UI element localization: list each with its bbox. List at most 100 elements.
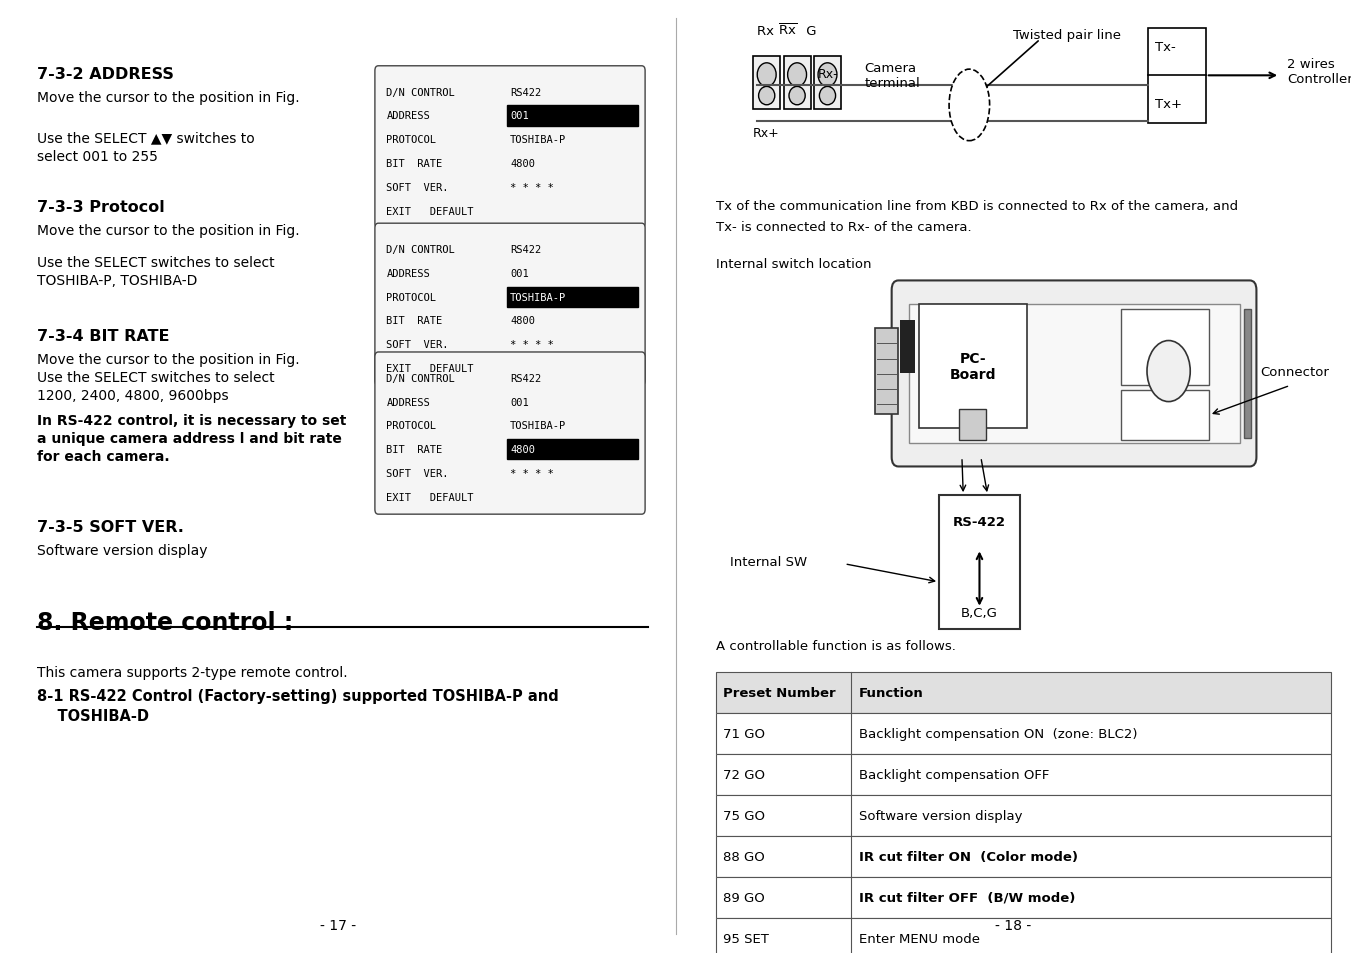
Text: Move the cursor to the position in Fig.: Move the cursor to the position in Fig. xyxy=(38,224,300,238)
Text: Connector: Connector xyxy=(1259,365,1328,378)
Bar xyxy=(716,795,1331,836)
FancyBboxPatch shape xyxy=(376,67,646,229)
FancyBboxPatch shape xyxy=(376,224,646,386)
FancyBboxPatch shape xyxy=(376,353,646,515)
Text: D/N CONTROL: D/N CONTROL xyxy=(386,245,455,254)
Text: B,C,G: B,C,G xyxy=(961,606,998,619)
Text: 7-3-4 BIT RATE: 7-3-4 BIT RATE xyxy=(38,329,170,344)
Ellipse shape xyxy=(757,64,775,88)
Text: BIT  RATE: BIT RATE xyxy=(386,445,443,455)
Text: TOSHIBA-P, TOSHIBA-D: TOSHIBA-P, TOSHIBA-D xyxy=(38,274,197,288)
Bar xyxy=(919,305,1027,429)
Text: 7-3-5 SOFT VER.: 7-3-5 SOFT VER. xyxy=(38,519,184,535)
Text: 001: 001 xyxy=(511,112,528,121)
Text: Tx of the communication line from KBD is connected to Rx of the camera, and: Tx of the communication line from KBD is… xyxy=(716,200,1238,213)
Text: a unique camera address l and bit rate: a unique camera address l and bit rate xyxy=(38,432,342,446)
Bar xyxy=(716,836,1331,877)
Text: * * * *: * * * * xyxy=(511,340,554,350)
Text: 75 GO: 75 GO xyxy=(723,809,765,821)
Text: PROTOCOL: PROTOCOL xyxy=(386,421,436,431)
Circle shape xyxy=(1147,341,1190,402)
Text: D/N CONTROL: D/N CONTROL xyxy=(386,88,455,97)
Text: RS-422: RS-422 xyxy=(952,516,1006,529)
Text: BIT  RATE: BIT RATE xyxy=(386,316,443,326)
Bar xyxy=(716,918,1331,953)
Bar xyxy=(716,877,1331,918)
Text: for each camera.: for each camera. xyxy=(38,450,170,464)
Bar xyxy=(875,329,898,415)
Text: Tx- is connected to Rx- of the camera.: Tx- is connected to Rx- of the camera. xyxy=(716,221,971,234)
FancyBboxPatch shape xyxy=(892,281,1256,467)
Text: BIT  RATE: BIT RATE xyxy=(386,159,443,169)
Text: SOFT  VER.: SOFT VER. xyxy=(386,469,449,478)
Text: Function: Function xyxy=(859,686,924,699)
Text: - 17 -: - 17 - xyxy=(320,918,355,932)
Text: 2 wires
Controller: 2 wires Controller xyxy=(1286,57,1351,86)
Bar xyxy=(1121,310,1209,386)
Bar xyxy=(507,106,639,127)
Text: Rx+: Rx+ xyxy=(754,127,780,140)
Text: PROTOCOL: PROTOCOL xyxy=(386,135,436,145)
Text: EXIT   DEFAULT: EXIT DEFAULT xyxy=(386,207,474,216)
Text: Move the cursor to the position in Fig.: Move the cursor to the position in Fig. xyxy=(38,91,300,105)
Bar xyxy=(959,410,986,440)
Text: ADDRESS: ADDRESS xyxy=(386,269,430,278)
Text: 88 GO: 88 GO xyxy=(723,850,765,862)
Text: IR cut filter OFF  (B/W mode): IR cut filter OFF (B/W mode) xyxy=(859,891,1075,903)
Ellipse shape xyxy=(817,64,838,88)
Bar xyxy=(1244,310,1251,438)
Bar xyxy=(507,439,639,460)
Text: Backlight compensation OFF: Backlight compensation OFF xyxy=(859,768,1050,781)
Bar xyxy=(716,713,1331,754)
Text: Internal SW: Internal SW xyxy=(730,556,807,569)
Text: 71 GO: 71 GO xyxy=(723,727,765,740)
Text: 4800: 4800 xyxy=(511,159,535,169)
Text: 001: 001 xyxy=(511,397,528,407)
Text: TOSHIBA-P: TOSHIBA-P xyxy=(511,421,566,431)
Ellipse shape xyxy=(819,88,835,106)
Text: Move the cursor to the position in Fig.: Move the cursor to the position in Fig. xyxy=(38,353,300,367)
Text: Backlight compensation ON  (zone: BLC2): Backlight compensation ON (zone: BLC2) xyxy=(859,727,1138,740)
Text: Software version display: Software version display xyxy=(859,809,1023,821)
Text: Enter MENU mode: Enter MENU mode xyxy=(859,932,981,944)
Text: SOFT  VER.: SOFT VER. xyxy=(386,340,449,350)
Text: select 001 to 255: select 001 to 255 xyxy=(38,150,158,164)
Bar xyxy=(716,754,1331,795)
Text: 8. Remote control :: 8. Remote control : xyxy=(38,610,293,634)
Bar xyxy=(908,305,1240,443)
Text: Twisted pair line: Twisted pair line xyxy=(1013,29,1121,42)
Text: 95 SET: 95 SET xyxy=(723,932,769,944)
Ellipse shape xyxy=(759,88,775,106)
Text: EXIT   DEFAULT: EXIT DEFAULT xyxy=(386,493,474,502)
Text: 7-3-2 ADDRESS: 7-3-2 ADDRESS xyxy=(38,67,174,82)
Text: Tx+: Tx+ xyxy=(1155,98,1182,112)
Text: EXIT   DEFAULT: EXIT DEFAULT xyxy=(386,364,474,374)
Text: ADDRESS: ADDRESS xyxy=(386,112,430,121)
Bar xyxy=(900,320,915,375)
Text: 4800: 4800 xyxy=(511,445,535,455)
Bar xyxy=(716,918,1331,953)
Text: PROTOCOL: PROTOCOL xyxy=(386,293,436,302)
Text: RS422: RS422 xyxy=(511,374,542,383)
Bar xyxy=(1148,29,1205,124)
Text: RS422: RS422 xyxy=(511,88,542,97)
Text: 89 GO: 89 GO xyxy=(723,891,765,903)
Text: Use the SELECT ▲▼ switches to: Use the SELECT ▲▼ switches to xyxy=(38,132,255,146)
Bar xyxy=(784,57,811,110)
Text: Rx: Rx xyxy=(757,25,778,38)
Text: In RS-422 control, it is necessary to set: In RS-422 control, it is necessary to se… xyxy=(38,414,346,428)
Text: TOSHIBA-P: TOSHIBA-P xyxy=(511,135,566,145)
Ellipse shape xyxy=(948,71,989,142)
Text: Software version display: Software version display xyxy=(38,543,208,558)
Bar xyxy=(813,57,840,110)
Bar xyxy=(716,795,1331,836)
Text: D/N CONTROL: D/N CONTROL xyxy=(386,374,455,383)
Ellipse shape xyxy=(789,88,805,106)
Text: Tx-: Tx- xyxy=(1155,41,1175,54)
Text: - 18 -: - 18 - xyxy=(996,918,1031,932)
Text: Use the SELECT switches to select: Use the SELECT switches to select xyxy=(38,371,274,385)
Bar xyxy=(939,496,1020,629)
Text: 7-3-3 Protocol: 7-3-3 Protocol xyxy=(38,200,165,215)
Bar xyxy=(716,877,1331,918)
Text: TOSHIBA-P: TOSHIBA-P xyxy=(511,293,566,302)
